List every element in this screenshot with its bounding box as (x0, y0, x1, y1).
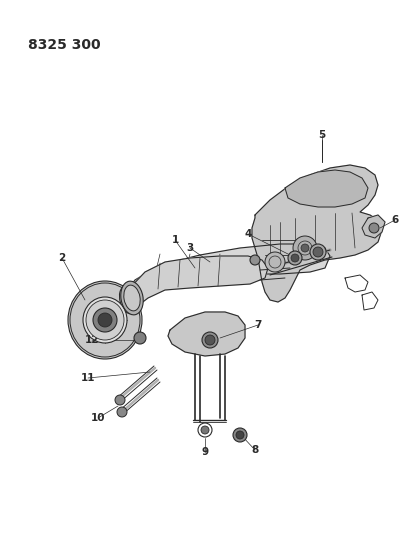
Circle shape (134, 332, 146, 344)
Circle shape (292, 236, 316, 260)
Circle shape (290, 254, 298, 262)
Circle shape (264, 252, 284, 272)
Text: 10: 10 (90, 413, 105, 423)
Text: 8: 8 (251, 445, 258, 455)
Ellipse shape (124, 285, 140, 311)
Circle shape (98, 313, 112, 327)
Circle shape (117, 407, 127, 417)
Ellipse shape (86, 300, 124, 340)
Polygon shape (122, 256, 267, 308)
Ellipse shape (68, 281, 142, 359)
Polygon shape (120, 244, 329, 308)
Text: 8325 300: 8325 300 (28, 38, 100, 52)
Circle shape (249, 255, 259, 265)
Text: 3: 3 (186, 243, 193, 253)
Circle shape (312, 247, 322, 257)
Circle shape (204, 335, 214, 345)
Polygon shape (361, 215, 384, 238)
Polygon shape (168, 312, 245, 356)
Text: 5: 5 (318, 130, 325, 140)
Circle shape (236, 431, 243, 439)
Text: 12: 12 (85, 335, 99, 345)
Text: 11: 11 (81, 373, 95, 383)
Circle shape (300, 244, 308, 252)
Text: 6: 6 (391, 215, 398, 225)
Circle shape (368, 223, 378, 233)
Ellipse shape (119, 286, 136, 314)
Circle shape (93, 308, 117, 332)
Ellipse shape (83, 297, 127, 343)
Circle shape (232, 428, 246, 442)
Polygon shape (284, 170, 367, 207)
Circle shape (115, 395, 125, 405)
Text: 2: 2 (58, 253, 65, 263)
Ellipse shape (121, 281, 143, 315)
Text: 9: 9 (201, 447, 208, 457)
Text: 4: 4 (244, 229, 251, 239)
Circle shape (202, 332, 218, 348)
Text: 1: 1 (171, 235, 178, 245)
Polygon shape (252, 165, 381, 302)
Text: 7: 7 (254, 320, 261, 330)
Circle shape (309, 244, 325, 260)
Circle shape (200, 426, 209, 434)
Circle shape (287, 251, 301, 265)
